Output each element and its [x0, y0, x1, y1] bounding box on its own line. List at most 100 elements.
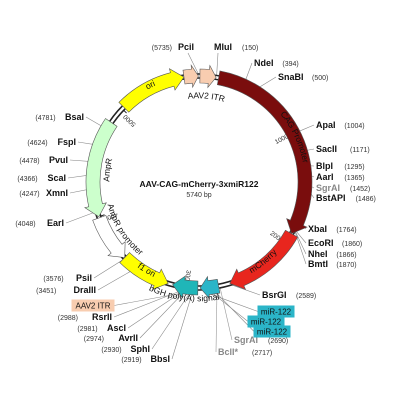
- site-position: (1295): [344, 164, 364, 171]
- site-leader: [151, 289, 193, 350]
- site-position: (2589): [296, 293, 316, 300]
- site-name-ndei[interactable]: NdeI: [254, 58, 274, 68]
- site-name-fspi[interactable]: FspI: [57, 137, 76, 147]
- features: [84, 64, 313, 300]
- site-position: (2717): [252, 350, 272, 357]
- label-box-text: AAV2 ITR: [76, 302, 111, 311]
- feature-bgh-poly-a-signal[interactable]: [172, 275, 199, 299]
- feature-aav2-itr-2[interactable]: [182, 64, 199, 89]
- feature-mir-122-x3[interactable]: [199, 275, 221, 300]
- site-position: (2981): [77, 326, 97, 333]
- label-box-text: miR-122: [261, 308, 292, 317]
- site-name-sacii[interactable]: SacII: [316, 144, 337, 154]
- feature-mcherry[interactable]: [229, 229, 299, 290]
- tick-label: 4000: [102, 211, 118, 222]
- site-name-avrii[interactable]: AvrII: [118, 333, 138, 343]
- site-name-blpi[interactable]: BlpI: [316, 161, 333, 171]
- site-leader: [219, 287, 233, 341]
- site-name-bsrgi[interactable]: BsrGI: [262, 290, 287, 300]
- site-name-psii[interactable]: PsiI: [76, 273, 92, 283]
- site-position: (1452): [350, 186, 370, 193]
- label-box-aav2-itr[interactable]: [71, 299, 115, 312]
- site-name-pvui[interactable]: PvuI: [49, 155, 68, 165]
- site-position: (4781): [35, 115, 55, 122]
- site-name-sgrai[interactable]: SgrAI: [234, 335, 258, 345]
- site-name-bcli[interactable]: BclI*: [218, 347, 239, 357]
- site-name-sgrai[interactable]: SgrAI: [316, 183, 340, 193]
- site-name-ecori[interactable]: EcoRI: [308, 238, 334, 248]
- site-leader: [139, 289, 187, 339]
- site-leader: [231, 284, 261, 296]
- site-name-sphi[interactable]: SphI: [131, 344, 151, 354]
- site-leader: [294, 230, 307, 255]
- site-leader: [171, 289, 194, 360]
- feature-label-ampr: AmpR: [101, 157, 114, 182]
- site-name-bsai[interactable]: BsaI: [65, 112, 84, 122]
- site-name-draiii[interactable]: DraIII: [73, 285, 96, 295]
- site-name-bmti[interactable]: BmtI: [308, 259, 328, 269]
- site-position: (394): [282, 61, 298, 68]
- site-name-eari[interactable]: EarI: [47, 218, 64, 228]
- site-name-scai[interactable]: ScaI: [47, 173, 66, 183]
- site-leader: [215, 288, 218, 353]
- feature-ampr-promoter[interactable]: [92, 215, 126, 258]
- feature-ori[interactable]: [118, 68, 185, 113]
- site-position: (1486): [356, 196, 376, 203]
- site-position: (1866): [336, 252, 356, 259]
- plasmid-length: 5740 bp: [186, 192, 211, 199]
- plasmid-name: AAV-CAG-mCherry-3xmiR122: [140, 179, 259, 189]
- site-position: (2988): [58, 315, 78, 322]
- label-box-text: miR-122: [251, 318, 282, 327]
- tick-label: 5000: [122, 112, 138, 127]
- site-position: (2974): [84, 336, 104, 343]
- tick-mark: [100, 214, 105, 217]
- site-position: (3576): [43, 276, 63, 283]
- site-position: (4624): [27, 140, 47, 147]
- site-leader: [216, 52, 219, 76]
- site-position: (150): [242, 45, 258, 52]
- site-position: (1870): [336, 262, 356, 269]
- feature-aav2-itr[interactable]: [199, 64, 217, 89]
- site-name-bbsi[interactable]: BbsI: [150, 354, 170, 364]
- label-box-text: miR-122: [257, 328, 288, 337]
- site-leader: [93, 259, 124, 279]
- site-position: (3451): [36, 288, 56, 295]
- site-name-rsrii[interactable]: RsrII: [92, 312, 112, 322]
- restriction-sites: PciI (5735) MluI (150) NdeI (394) SnaBI (500) Ap…: [15, 42, 375, 364]
- site-name-mlui[interactable]: MluI: [214, 42, 232, 52]
- site-leader: [65, 211, 96, 224]
- site-position: (1004): [344, 123, 364, 130]
- feature-label-aav2-itr: AAV2 ITR: [187, 90, 226, 104]
- site-position: (5735): [152, 45, 172, 52]
- site-position: (1171): [350, 147, 370, 154]
- site-name-pcii[interactable]: PciI: [178, 42, 194, 52]
- tick-label: 3000: [183, 270, 192, 286]
- label-box-mir-122[interactable]: [253, 325, 291, 338]
- site-leader: [127, 288, 187, 329]
- site-name-nhei[interactable]: NheI: [308, 249, 328, 259]
- site-name-aari[interactable]: AarI: [316, 172, 334, 182]
- site-name-snabi[interactable]: SnaBI: [278, 72, 304, 82]
- site-leader: [97, 268, 136, 291]
- site-position: (4247): [19, 191, 39, 198]
- site-position: (1365): [344, 175, 364, 182]
- site-name-xbai[interactable]: XbaI: [308, 224, 327, 234]
- box-leader: [113, 292, 184, 306]
- site-name-xmni[interactable]: XmnI: [46, 188, 68, 198]
- site-leader: [295, 230, 307, 244]
- feature-f1-ori[interactable]: [119, 252, 169, 290]
- site-name-apai[interactable]: ApaI: [316, 120, 336, 130]
- site-position: (4048): [15, 221, 35, 228]
- site-leader: [187, 52, 199, 75]
- site-position: (500): [312, 75, 328, 82]
- site-position: (2930): [101, 347, 121, 354]
- feature-cag-promoter[interactable]: [216, 70, 313, 235]
- site-position: (4366): [17, 176, 37, 183]
- feature-ampr[interactable]: [84, 118, 118, 218]
- tick-mark: [123, 109, 127, 114]
- site-name-bstapi[interactable]: BstAPI: [316, 193, 346, 203]
- site-name-asci[interactable]: AscI: [107, 323, 126, 333]
